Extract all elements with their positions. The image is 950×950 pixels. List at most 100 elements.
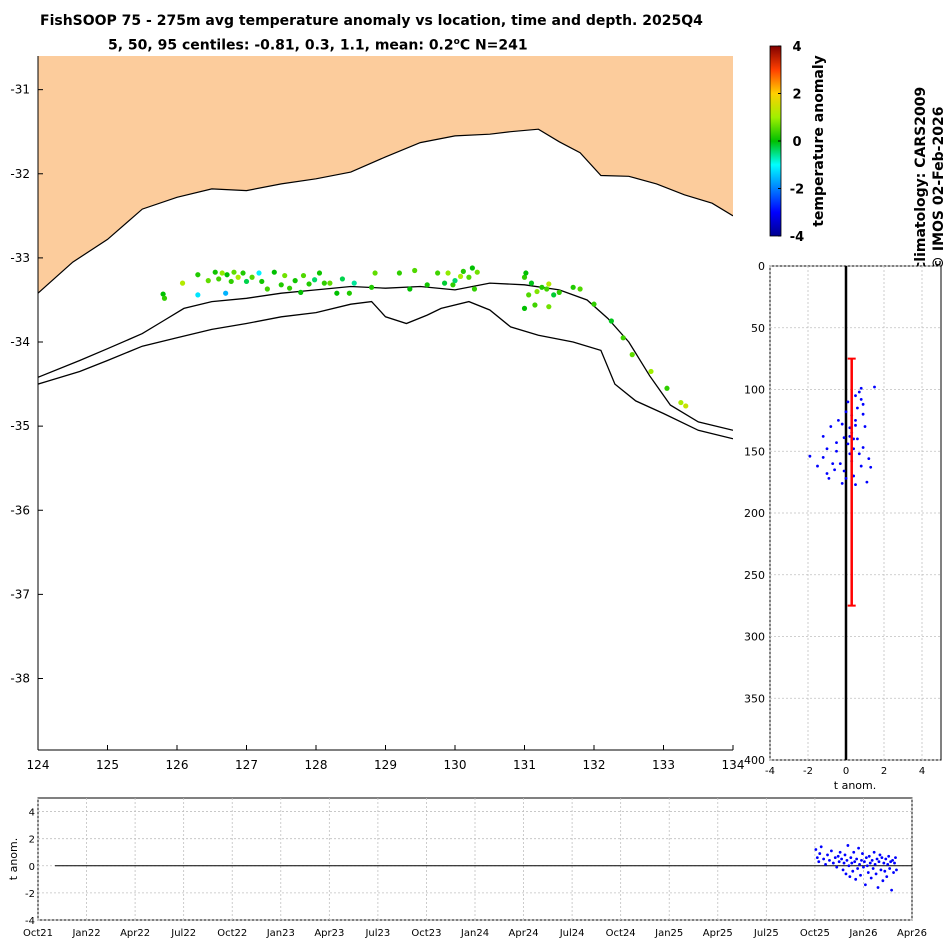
- time-series-point: [892, 871, 895, 874]
- map-point: [321, 280, 327, 286]
- map-point: [161, 295, 168, 301]
- map-point: [528, 280, 535, 286]
- colorbar-tick-label: 2: [792, 88, 801, 103]
- map-point: [195, 272, 201, 278]
- profile-point: [835, 449, 838, 453]
- time-series-x-tick-label: Apr23: [314, 928, 344, 939]
- time-series-point: [862, 865, 865, 869]
- time-series-point: [824, 863, 827, 866]
- profile-y-tick-label: 200: [744, 507, 765, 520]
- map-point: [664, 385, 670, 391]
- time-series-x-tick-label: Jan24: [460, 928, 489, 939]
- time-series-point: [835, 865, 839, 869]
- map-point: [228, 278, 234, 285]
- profile-y-tick-label: 350: [744, 692, 765, 705]
- map-point: [544, 286, 550, 292]
- profile-point: [821, 435, 825, 438]
- colorbar: -4 -2 0 2 4 temperature anomaly: [769, 40, 827, 245]
- profile-point: [833, 468, 836, 472]
- time-series-point: [850, 861, 854, 865]
- map-point: [256, 270, 262, 276]
- profile-point: [825, 472, 829, 475]
- map-point: [570, 284, 576, 290]
- map-point: [160, 291, 166, 297]
- map-point: [212, 269, 218, 275]
- time-series-point: [838, 850, 842, 854]
- map-x-tick-label: 131: [513, 758, 536, 772]
- profile-point: [863, 425, 867, 428]
- time-series-point: [876, 886, 880, 889]
- map-point: [556, 289, 562, 295]
- time-series-panel: -4 -2 0 2 4 Oct21 Jan22 Apr22 Jul22 Oct22 Jan23 Ap…: [7, 797, 927, 939]
- chart-title: FishSOOP 75 - 275m avg temperature anoma…: [40, 13, 703, 29]
- map-x-tick-label: 134: [722, 758, 745, 772]
- profile-y-tick-label: 0: [758, 260, 765, 273]
- map-point: [469, 265, 475, 271]
- time-series-point: [868, 861, 872, 865]
- time-series-points: [814, 844, 898, 892]
- map-point: [264, 286, 270, 292]
- depth-profile-panel: -4 -2 0 2 4 0 50 100 150 200 250 300 350 400 t anom.: [744, 260, 942, 792]
- profile-points: [808, 385, 876, 486]
- time-series-y-tick-label: -4: [25, 916, 35, 927]
- map-point: [216, 276, 222, 282]
- isobath-shallow: [38, 282, 733, 431]
- time-series-point: [890, 888, 894, 892]
- time-series-point: [885, 875, 889, 879]
- time-series-point: [879, 868, 883, 872]
- map-point: [424, 282, 430, 288]
- map-point: [471, 286, 478, 292]
- time-series-point: [817, 860, 821, 864]
- map-point: [235, 274, 241, 280]
- degree-sign: o: [453, 37, 460, 47]
- time-series-point: [861, 852, 864, 855]
- map-point: [474, 269, 480, 275]
- profile-x-tick-label: 0: [843, 766, 849, 777]
- map-point: [683, 403, 689, 409]
- time-series-point: [833, 856, 837, 860]
- time-series-y-tick-label: 4: [29, 808, 35, 819]
- map-y-tick-label: -36: [10, 503, 30, 517]
- profile-point: [827, 477, 831, 480]
- map-x-tick-label: 128: [305, 758, 328, 772]
- map-point: [620, 335, 626, 341]
- time-series-y-tick-label: 2: [29, 835, 35, 846]
- map-point: [271, 269, 277, 275]
- map-y-tick-label: -35: [10, 419, 30, 433]
- map-x-tick-label: 132: [583, 758, 606, 772]
- centile-bar: [847, 357, 856, 607]
- profile-point: [831, 462, 835, 465]
- profile-y-ticks: 0 50 100 150 200 250 300 350 400: [744, 260, 765, 767]
- time-series-point: [864, 856, 868, 860]
- map-point: [532, 302, 538, 308]
- time-series-x-tick-label: Jul22: [170, 928, 196, 939]
- map-point: [334, 290, 340, 296]
- time-series-point: [878, 853, 882, 857]
- time-series-point: [863, 860, 866, 864]
- map-point: [460, 268, 466, 274]
- map-point: [450, 282, 456, 288]
- time-series-point: [837, 860, 841, 864]
- map-point: [278, 282, 284, 288]
- time-series-point: [867, 854, 871, 858]
- time-series-point: [855, 857, 859, 861]
- map-y-tick-label: -32: [10, 167, 30, 181]
- subtitle-prefix: 5, 50, 95 centiles: -0.81, 0.3, 1.1, mea…: [108, 37, 454, 54]
- map-point: [372, 270, 378, 276]
- profile-point: [808, 454, 812, 458]
- map-y-tick-label: -31: [10, 83, 30, 97]
- profile-point: [821, 456, 825, 459]
- profile-point: [844, 477, 848, 480]
- profile-point: [854, 423, 857, 427]
- time-series-point: [842, 861, 846, 865]
- profile-point: [861, 402, 865, 406]
- time-series-point: [840, 857, 843, 861]
- colorbar-tick-label: 4: [792, 40, 801, 55]
- time-series-x-tick-label: Apr24: [509, 928, 539, 939]
- time-series-point: [886, 863, 890, 866]
- time-series-x-tick-label: Jan26: [848, 928, 877, 939]
- map-point: [249, 274, 255, 280]
- map-point: [259, 278, 265, 285]
- profile-point: [842, 436, 846, 440]
- map-point: [339, 276, 346, 282]
